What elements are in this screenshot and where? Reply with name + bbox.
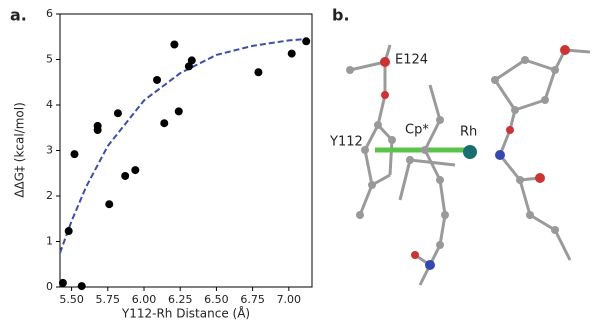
y-tick-label: 1 [46,235,53,248]
point [65,227,73,235]
y-tick-label: 3 [46,144,53,157]
y-axis-label: ΔΔG‡ (kcal/mol) [13,102,27,198]
annotation: E124 [395,53,428,68]
panel-label: a. [10,6,27,25]
point [160,119,168,127]
point [70,150,78,158]
figure: a. Y112-Rh Distance (Å) ΔΔG‡ (kcal/mol) [0,0,595,323]
point [153,76,161,84]
point [121,172,129,180]
x-tick-label: 6.75 [240,293,265,306]
y-tick-label: 5 [46,53,53,66]
x-tick-label: 5.50 [59,293,84,306]
y-tick-label: 2 [46,189,53,202]
fit-line [60,39,306,253]
x-tick-label: 6.25 [168,293,193,306]
x-tick-label: 6.50 [204,293,229,306]
y-tick-label: 6 [46,7,53,20]
annotation: Rh [460,125,477,140]
plot-frame [60,14,312,287]
x-tick-label: 6.00 [132,293,157,306]
molecule [346,45,590,285]
x-tick-label: 5.75 [96,293,121,306]
point [59,279,67,287]
point [94,122,102,130]
annotation: Cp* [405,123,429,138]
panel-label: b. [332,6,350,25]
point [114,109,122,117]
point [105,200,113,208]
y-tick-label: 4 [46,98,53,111]
point [288,50,296,58]
point [188,56,196,64]
point [254,68,262,76]
point [78,282,86,290]
x-tick-label: 7.00 [277,293,302,306]
point [175,107,183,115]
annotation: Y112 [329,135,363,150]
y-tick-label: 0 [46,280,53,293]
point [170,40,178,48]
x-axis-label: Y112-Rh Distance (Å) [121,306,250,321]
point [302,37,310,45]
point [131,166,139,174]
